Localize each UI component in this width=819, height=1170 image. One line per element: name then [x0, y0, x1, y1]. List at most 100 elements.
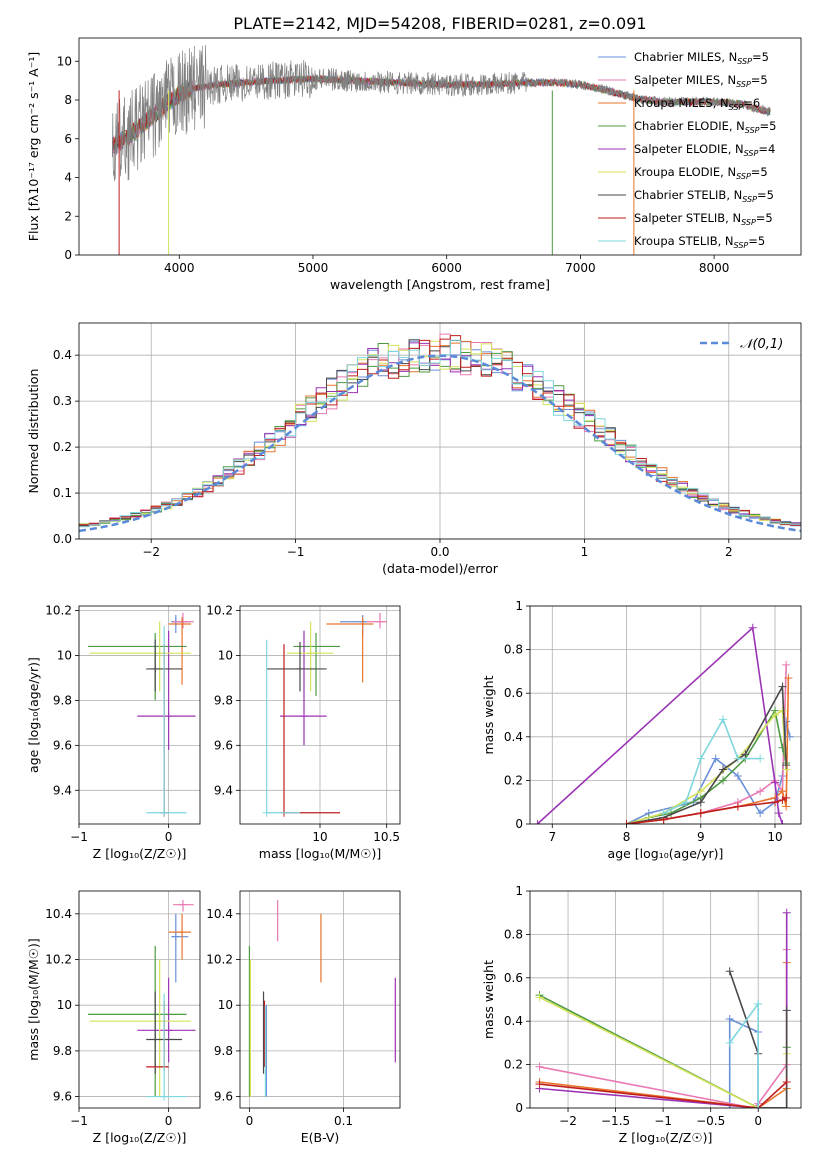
axes-frame — [78, 37, 802, 256]
legend-label: Kroupa MILES, NSSP=6 — [634, 96, 760, 112]
legend-count: =5 — [752, 50, 769, 64]
y-tick-label: 10.2 — [206, 603, 233, 617]
weight-marker — [782, 1104, 791, 1108]
y-tick-label: 10.2 — [206, 953, 233, 967]
weight-line — [626, 709, 787, 824]
grid — [530, 890, 801, 1109]
y-tick-label: 8 — [64, 93, 72, 107]
x-tick-label: 5000 — [298, 261, 329, 275]
plot-area — [533, 623, 794, 824]
normal-curve — [79, 354, 801, 533]
y-tick-label: 0.2 — [53, 440, 72, 454]
weight-marker — [784, 673, 793, 682]
y-tick-label: 0.1 — [53, 486, 72, 500]
weight-marker — [535, 1062, 544, 1071]
axes-frame — [239, 605, 401, 825]
weight-marker — [733, 772, 742, 781]
x-tick-label: 8 — [623, 830, 631, 844]
legend-text: Chabrier MILES, N — [634, 50, 737, 64]
y-tick-label: 9.6 — [214, 738, 233, 752]
legend-label: Chabrier STELIB, NSSP=5 — [634, 188, 774, 204]
weight-marker — [778, 820, 787, 824]
weight-marker — [782, 793, 791, 802]
weight-marker — [733, 754, 742, 763]
legend-count: =5 — [756, 211, 773, 225]
weight-marker — [771, 711, 780, 719]
y-tick-label: 0.4 — [504, 730, 523, 744]
legend-sub: SSP — [744, 149, 759, 158]
data-point — [306, 649, 315, 658]
legend-label: 𝒩(0,1) — [740, 337, 783, 352]
legend-label: Salpeter ELODIE, NSSP=4 — [634, 142, 775, 158]
x-tick-label: −1 — [287, 545, 305, 559]
data-point — [178, 928, 187, 937]
y-tick-label: 9.4 — [214, 783, 233, 797]
x-tick-label: 0.1 — [334, 1114, 353, 1128]
y-tick-label: 10.2 — [45, 603, 72, 617]
data-point — [300, 712, 308, 721]
y-tick-label: 0.4 — [53, 348, 72, 362]
weight-marker — [756, 787, 765, 796]
data-point — [296, 664, 304, 673]
y-tick-label: 9.6 — [53, 1090, 72, 1104]
y-tick-label: 9.8 — [214, 1044, 233, 1058]
weight-marker — [782, 660, 791, 669]
axes-frame — [78, 890, 201, 1109]
legend-sub: SSP — [737, 57, 752, 66]
weight-marker — [771, 778, 780, 787]
x-axis-label: E(B-V) — [301, 1130, 340, 1145]
y-tick-label: 10 — [218, 998, 233, 1012]
legend-count: =5 — [760, 119, 777, 133]
legend-sub: SSP — [729, 103, 744, 112]
weight-marker — [696, 798, 705, 807]
legend-text: Kroupa STELIB, N — [634, 234, 734, 248]
weight-marker — [756, 754, 765, 763]
x-tick-label: −1 — [70, 1114, 88, 1128]
plot-area — [87, 612, 196, 817]
data-point — [376, 617, 384, 626]
legend-label: Chabrier MILES, NSSP=5 — [634, 50, 769, 66]
legend-text: Salpeter ELODIE, N — [634, 142, 744, 156]
panel-spectrum: 4000 5000 6000 7000 8000 0 2 4 6 8 10 wavelength [A… — [26, 37, 802, 292]
x-tick-label: 10.5 — [373, 830, 400, 844]
data-point — [312, 642, 320, 651]
y-axis-label: mass weight — [481, 675, 496, 754]
y-tick-label: 9.6 — [53, 738, 72, 752]
weight-marker — [535, 1080, 544, 1089]
x-tick-label: −1 — [70, 830, 88, 844]
weight-marker — [774, 809, 783, 818]
weight-marker — [782, 761, 791, 770]
x-tick-label: −1.5 — [601, 1114, 630, 1128]
legend-count: =6 — [743, 96, 760, 110]
y-tick-label: 9.8 — [53, 1044, 72, 1058]
y-tick-label: 10 — [57, 998, 72, 1012]
y-tick-label: 10.2 — [45, 953, 72, 967]
legend-sub: SSP — [734, 241, 749, 250]
y-tick-label: 0.2 — [504, 1058, 523, 1072]
legend-label: Kroupa ELODIE, NSSP=5 — [634, 165, 768, 181]
weight-marker — [754, 999, 763, 1008]
legend-label: Salpeter STELIB, NSSP=5 — [634, 211, 773, 227]
x-axis-label: Z [log₁₀(Z/Z☉)] — [93, 846, 187, 861]
data-point — [164, 712, 173, 721]
plot-area — [79, 333, 801, 539]
legend-sub: SSP — [741, 218, 756, 227]
weight-marker — [719, 765, 728, 774]
y-tick-label: 0 — [515, 1101, 523, 1115]
weight-marker — [782, 1077, 791, 1086]
weight-marker — [681, 798, 690, 807]
axes-frame — [78, 605, 201, 825]
x-tick-label: 10 — [767, 830, 782, 844]
weight-marker — [771, 798, 780, 807]
y-axis-label: age [log₁₀(age/yr)] — [26, 657, 41, 773]
x-tick-label: 0 — [754, 1114, 762, 1128]
x-tick-label: −0.5 — [696, 1114, 725, 1128]
weight-line — [626, 677, 790, 824]
weight-marker — [725, 967, 734, 976]
y-tick-label: 9.4 — [53, 783, 72, 797]
data-spectrum-line — [112, 45, 771, 182]
weight-line — [728, 971, 788, 1108]
data-point — [164, 1026, 173, 1035]
y-tick-label: 10.4 — [206, 907, 233, 921]
